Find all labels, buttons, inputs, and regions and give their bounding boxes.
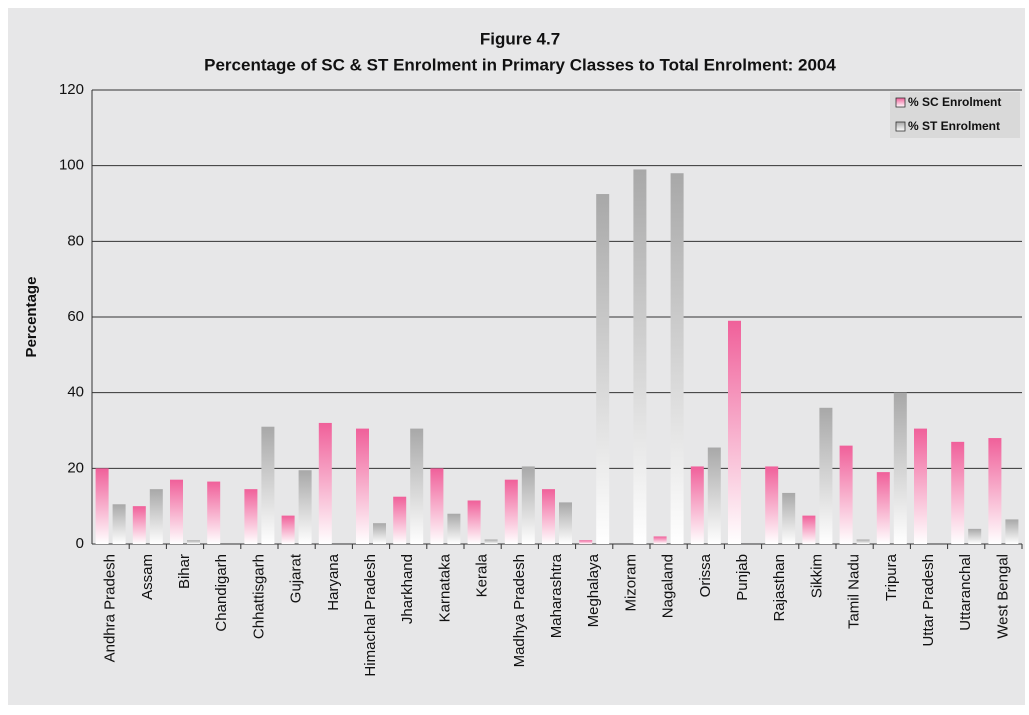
bar bbox=[839, 445, 853, 544]
bar bbox=[690, 466, 704, 544]
bar bbox=[170, 479, 183, 544]
x-tick-label: Mizoram bbox=[622, 554, 639, 612]
bar bbox=[132, 506, 146, 544]
x-tick-label: Chandigarh bbox=[213, 554, 230, 632]
bar bbox=[112, 504, 126, 544]
x-tick-label: Haryana bbox=[325, 553, 342, 610]
y-tick-label: 100 bbox=[59, 157, 84, 174]
x-tick-label: Rajasthan bbox=[771, 554, 788, 622]
chart-title: Figure 4.7 bbox=[480, 29, 560, 48]
bar bbox=[819, 407, 833, 544]
bar bbox=[467, 500, 481, 544]
legend-swatch bbox=[895, 121, 906, 132]
bar bbox=[410, 428, 424, 544]
bar bbox=[430, 468, 444, 544]
x-tick-label: Himachal Pradesh bbox=[362, 554, 379, 677]
x-tick-label: Meghalaya bbox=[585, 553, 602, 627]
bar bbox=[318, 422, 332, 544]
bar bbox=[951, 441, 965, 544]
y-tick-label: 60 bbox=[67, 308, 84, 325]
x-tick-label: Bihar bbox=[176, 554, 193, 589]
bar bbox=[244, 489, 258, 544]
bar bbox=[187, 540, 200, 544]
bar bbox=[782, 492, 796, 544]
bar bbox=[1005, 519, 1019, 544]
x-tick-label: Uttaranchal bbox=[957, 554, 974, 631]
background bbox=[8, 8, 1025, 705]
x-tick-label: Chhattisgarh bbox=[250, 554, 267, 639]
x-tick-label: Tamil Nadu bbox=[846, 554, 863, 629]
bar bbox=[393, 496, 407, 544]
bar bbox=[484, 539, 498, 544]
x-tick-label: Kerala bbox=[474, 553, 491, 597]
bar bbox=[876, 472, 890, 544]
bar bbox=[504, 479, 518, 544]
x-tick-label: Jharkhand bbox=[399, 554, 416, 624]
bar bbox=[802, 515, 816, 544]
bar bbox=[988, 438, 1002, 544]
bar bbox=[521, 466, 535, 544]
bar bbox=[765, 466, 779, 544]
bar bbox=[914, 428, 927, 544]
x-tick-label: Tripura bbox=[883, 553, 900, 601]
y-tick-label: 20 bbox=[67, 459, 84, 476]
x-tick-label: Sikkim bbox=[808, 554, 825, 598]
bar bbox=[447, 513, 461, 544]
legend-label: % ST Enrolment bbox=[908, 119, 1000, 133]
x-tick-label: Uttar Pradesh bbox=[920, 554, 937, 647]
bar bbox=[281, 515, 295, 544]
bar bbox=[653, 536, 667, 544]
bar bbox=[596, 194, 610, 544]
bar bbox=[579, 540, 593, 544]
bar bbox=[559, 502, 572, 544]
x-tick-label: Maharashtra bbox=[548, 553, 565, 638]
x-tick-label: Andhra Pradesh bbox=[102, 554, 119, 662]
legend-label: % SC Enrolment bbox=[908, 95, 1001, 109]
bar bbox=[207, 481, 221, 544]
y-tick-label: 80 bbox=[67, 232, 84, 249]
bar bbox=[373, 523, 386, 544]
bar bbox=[670, 173, 684, 544]
legend-swatch bbox=[895, 97, 906, 108]
bar bbox=[856, 539, 870, 544]
legend-box bbox=[890, 92, 1020, 138]
x-tick-label: Nagaland bbox=[660, 554, 677, 618]
x-tick-label: Madhya Pradesh bbox=[511, 554, 528, 667]
x-tick-label: Assam bbox=[139, 554, 156, 600]
bar bbox=[893, 392, 907, 544]
bar bbox=[968, 528, 982, 544]
bar bbox=[298, 470, 312, 544]
bar bbox=[356, 428, 369, 544]
x-tick-label: West Bengal bbox=[994, 554, 1011, 639]
chart-subtitle: Percentage of SC & ST Enrolment in Prima… bbox=[204, 55, 836, 74]
y-tick-label: 120 bbox=[59, 81, 84, 98]
y-tick-label: 40 bbox=[67, 384, 84, 401]
bar bbox=[707, 447, 721, 544]
x-tick-label: Karnataka bbox=[436, 553, 453, 622]
bar bbox=[633, 169, 647, 544]
x-tick-label: Orissa bbox=[697, 553, 714, 597]
bar bbox=[542, 489, 555, 544]
bar bbox=[728, 320, 741, 544]
bar bbox=[95, 468, 109, 544]
x-tick-label: Punjab bbox=[734, 554, 751, 601]
bar bbox=[261, 426, 275, 544]
x-tick-label: Gujarat bbox=[288, 553, 305, 603]
y-axis-label: Percentage bbox=[23, 277, 40, 358]
bar bbox=[149, 489, 163, 544]
y-tick-label: 0 bbox=[76, 535, 84, 552]
